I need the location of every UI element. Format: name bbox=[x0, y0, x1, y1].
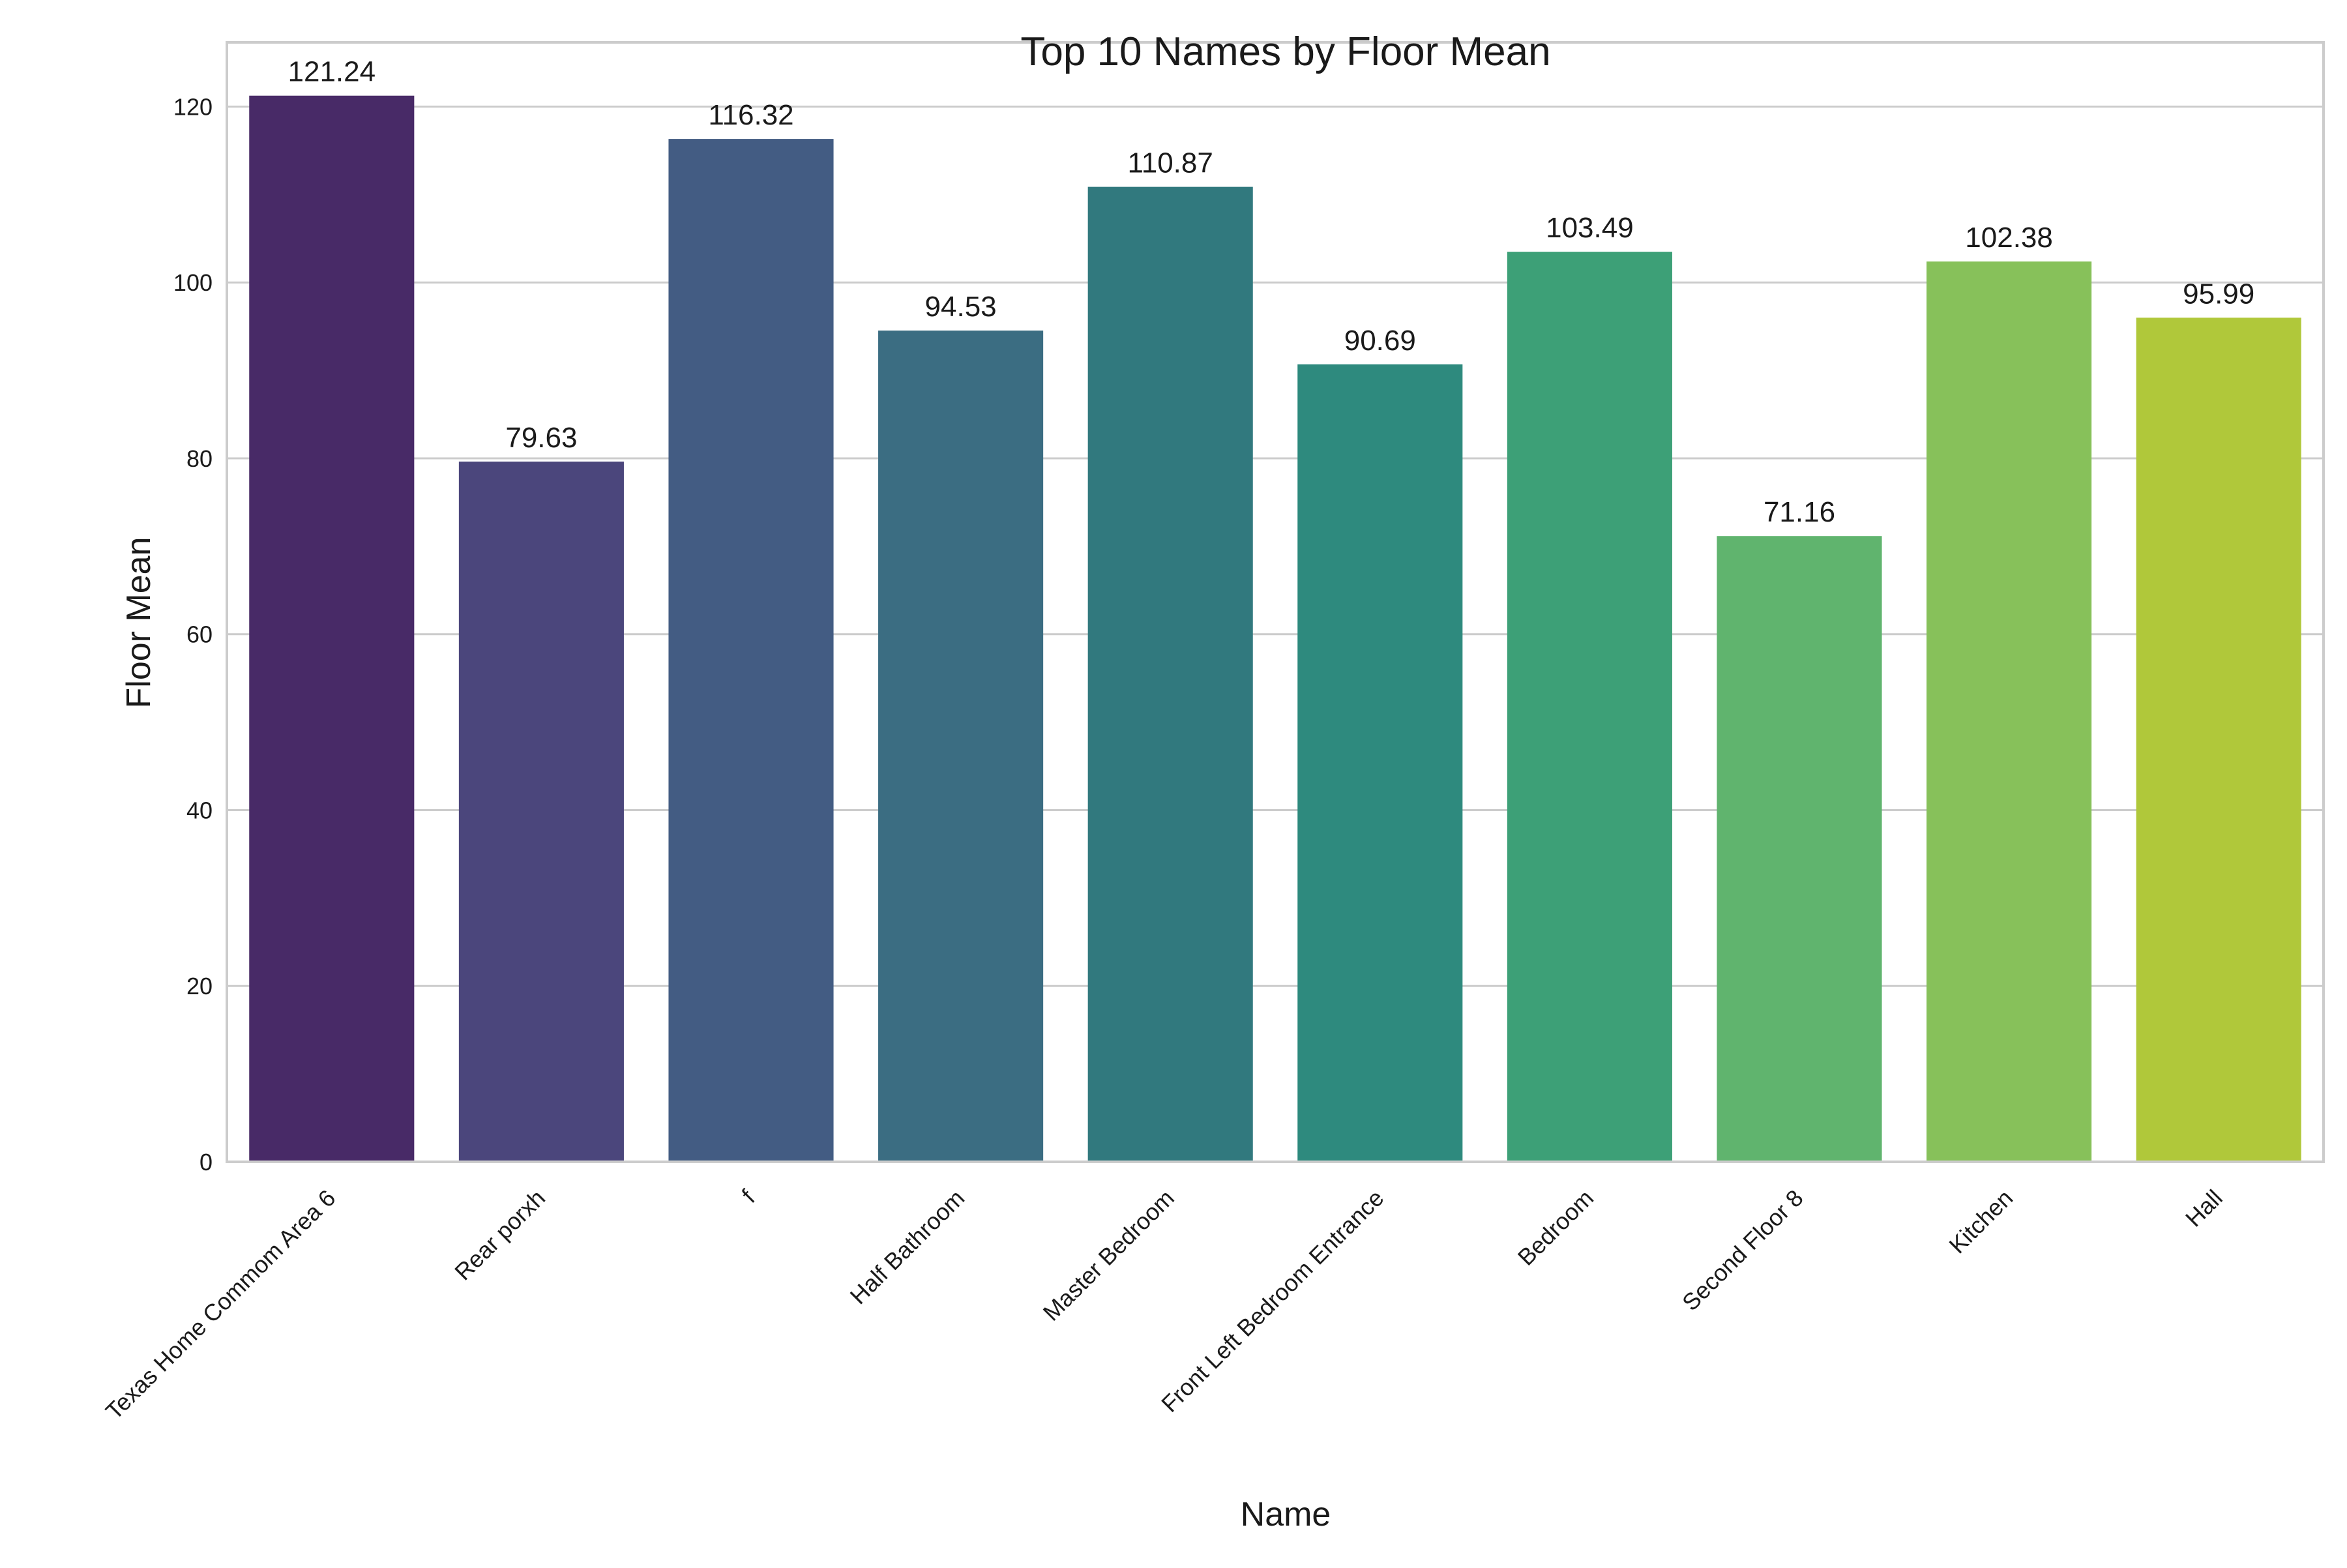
bar-value-label: 95.99 bbox=[2183, 278, 2254, 310]
bar bbox=[1507, 252, 1672, 1162]
bar-value-label: 116.32 bbox=[708, 99, 793, 131]
bars bbox=[249, 95, 2301, 1162]
y-tick-label: 80 bbox=[186, 445, 213, 472]
bar-value-label: 94.53 bbox=[925, 291, 997, 323]
bar-value-label: 102.38 bbox=[1965, 222, 2053, 254]
x-axis-title: Name bbox=[1241, 1496, 1331, 1533]
bar bbox=[2136, 318, 2301, 1162]
bar-value-label: 90.69 bbox=[1344, 325, 1416, 357]
bar-value-label: 103.49 bbox=[1546, 212, 1634, 244]
plot-frame bbox=[226, 41, 2325, 1163]
y-tick-label: 100 bbox=[173, 269, 213, 296]
y-axis-title: Floor Mean bbox=[120, 537, 158, 709]
bar bbox=[1087, 186, 1253, 1162]
bar-value-labels: 121.24 79.63 116.32 94.53 110.87 90.69 103.49 7… bbox=[288, 56, 2255, 528]
bar bbox=[1297, 364, 1463, 1162]
chart-title: Top 10 Names by Floor Mean bbox=[1020, 29, 1550, 74]
y-tick-label: 20 bbox=[186, 973, 213, 999]
bar-value-label: 79.63 bbox=[505, 422, 577, 454]
bar-value-label: 121.24 bbox=[288, 56, 376, 88]
y-tick-label: 0 bbox=[199, 1149, 213, 1176]
y-tick-label: 40 bbox=[186, 797, 213, 823]
bar bbox=[878, 330, 1044, 1162]
y-tick-label: 60 bbox=[186, 621, 213, 648]
bar bbox=[458, 461, 624, 1162]
bar-value-label: 110.87 bbox=[1128, 147, 1213, 179]
bar bbox=[668, 139, 834, 1162]
bar bbox=[1717, 536, 1882, 1162]
y-tick-labels: 0 20 40 60 80 100 120 bbox=[173, 93, 213, 1176]
y-tick-label: 120 bbox=[173, 93, 213, 120]
bar bbox=[1926, 261, 2092, 1162]
bar bbox=[249, 95, 415, 1162]
bar-value-label: 71.16 bbox=[1764, 496, 1835, 528]
